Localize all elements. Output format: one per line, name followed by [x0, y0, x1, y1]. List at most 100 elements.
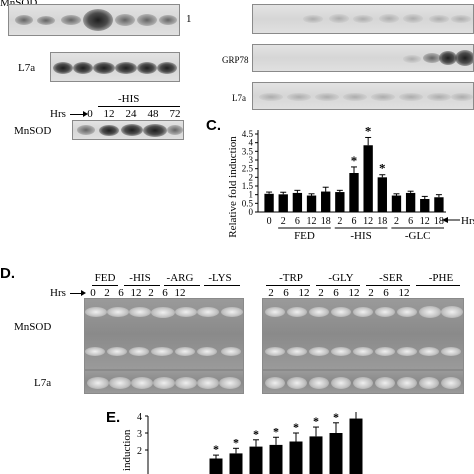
time-label: 12	[298, 287, 310, 299]
panel-c-letter: C.	[206, 117, 221, 134]
hrs-label: Hrs	[50, 108, 66, 120]
time-label: 6	[383, 287, 389, 299]
bar	[329, 433, 343, 474]
blot-band	[423, 53, 441, 63]
significance-star: *	[233, 435, 239, 449]
blot-band	[153, 377, 175, 389]
x-tick-label: 18	[321, 216, 331, 227]
blot-band	[85, 307, 107, 317]
time-label: 2	[148, 287, 154, 299]
panel-e-letter: E.	[106, 409, 121, 426]
blot-band	[129, 307, 151, 317]
blot-band	[331, 307, 351, 317]
y-tick-label: 1	[249, 190, 254, 200]
blot-band	[397, 347, 417, 356]
blot-band	[441, 347, 461, 356]
blot-band	[379, 14, 399, 23]
panel-d-mnsod-blot-right	[262, 298, 464, 370]
blot-band	[287, 347, 307, 356]
grp78-blot	[252, 44, 474, 72]
blot-band	[109, 377, 131, 389]
condition-underline	[266, 285, 310, 286]
bar	[306, 195, 317, 212]
y-tick-label: 3	[249, 155, 254, 165]
time-label: 2	[368, 287, 374, 299]
significance-star: *	[351, 153, 358, 168]
blot-band	[219, 377, 241, 389]
blot-band	[451, 15, 471, 23]
blot-band	[403, 14, 423, 23]
blot-band	[315, 93, 339, 101]
y-tick-label: 4	[249, 138, 254, 148]
time-label: 12	[348, 287, 360, 299]
blot-band	[131, 377, 153, 389]
blot-band	[353, 377, 373, 389]
bar	[391, 195, 402, 212]
time-label: 48	[147, 108, 159, 120]
blot-band	[87, 377, 109, 389]
time-label: 12	[174, 287, 186, 299]
blot-band	[143, 124, 167, 137]
time-label: 6	[283, 287, 289, 299]
blot-band	[419, 306, 441, 318]
bar	[434, 197, 444, 212]
y-tick-label: 3	[137, 429, 142, 440]
significance-star: *	[293, 420, 299, 434]
timecourse-blot	[72, 120, 184, 140]
x-tick-label: 12	[420, 216, 430, 227]
blot-band	[287, 377, 307, 389]
bar	[420, 199, 430, 212]
y-axis-label: ld induction	[121, 429, 133, 474]
x-tick-label: 6	[295, 216, 300, 227]
blot-band	[83, 9, 113, 31]
condition-label: -LYS	[208, 272, 232, 284]
hrs-arrow-line	[70, 293, 82, 294]
time-label: 0	[87, 108, 93, 120]
y-tick-label: 3.5	[242, 146, 254, 156]
blot-band	[115, 62, 137, 74]
panel-d-hrs-label: Hrs	[50, 287, 66, 299]
time-label: 2	[318, 287, 324, 299]
panel-d-mnsod-blot-left	[84, 298, 244, 370]
panel-d-right-conditions: -TRP -GLY -SER -PHE	[266, 273, 466, 284]
blot-band	[287, 307, 307, 317]
blot-band	[427, 93, 451, 101]
blot-band	[375, 307, 395, 317]
significance-star: *	[273, 424, 279, 438]
blot-band	[61, 15, 81, 25]
time-label: 12	[130, 287, 142, 299]
condition-underline	[366, 285, 410, 286]
x-tick-label: 6	[352, 216, 357, 227]
bar	[377, 177, 387, 212]
hrs-arrow-icon	[442, 217, 448, 223]
blot-band	[451, 93, 473, 101]
time-label: 6	[333, 287, 339, 299]
blot-band	[265, 377, 285, 389]
blot-band	[439, 51, 457, 65]
blot-band	[99, 125, 119, 136]
bar	[335, 192, 345, 212]
group-label: -HIS	[350, 230, 371, 242]
blot-band	[331, 377, 351, 389]
y-tick-label: 2	[137, 446, 142, 457]
blot-band	[419, 347, 439, 356]
blot-band	[175, 347, 195, 356]
blot-band	[221, 307, 243, 317]
time-label: 2	[268, 287, 274, 299]
blot-band	[399, 93, 423, 101]
group-label: FED	[294, 230, 315, 242]
condition-underline	[98, 106, 180, 107]
bar	[292, 192, 303, 212]
bar	[249, 446, 263, 474]
blot-band	[157, 62, 177, 74]
x-tick-label: 2	[394, 216, 399, 227]
condition-label: -HIS	[129, 272, 151, 284]
y-axis-label: Relative fold induction	[227, 136, 239, 238]
blot-band	[121, 124, 143, 136]
blot-band	[137, 62, 157, 74]
condition-label: FED	[94, 272, 116, 284]
x-tick-label: 12	[363, 216, 373, 227]
blot-band	[265, 307, 285, 317]
blot-band	[329, 14, 349, 23]
